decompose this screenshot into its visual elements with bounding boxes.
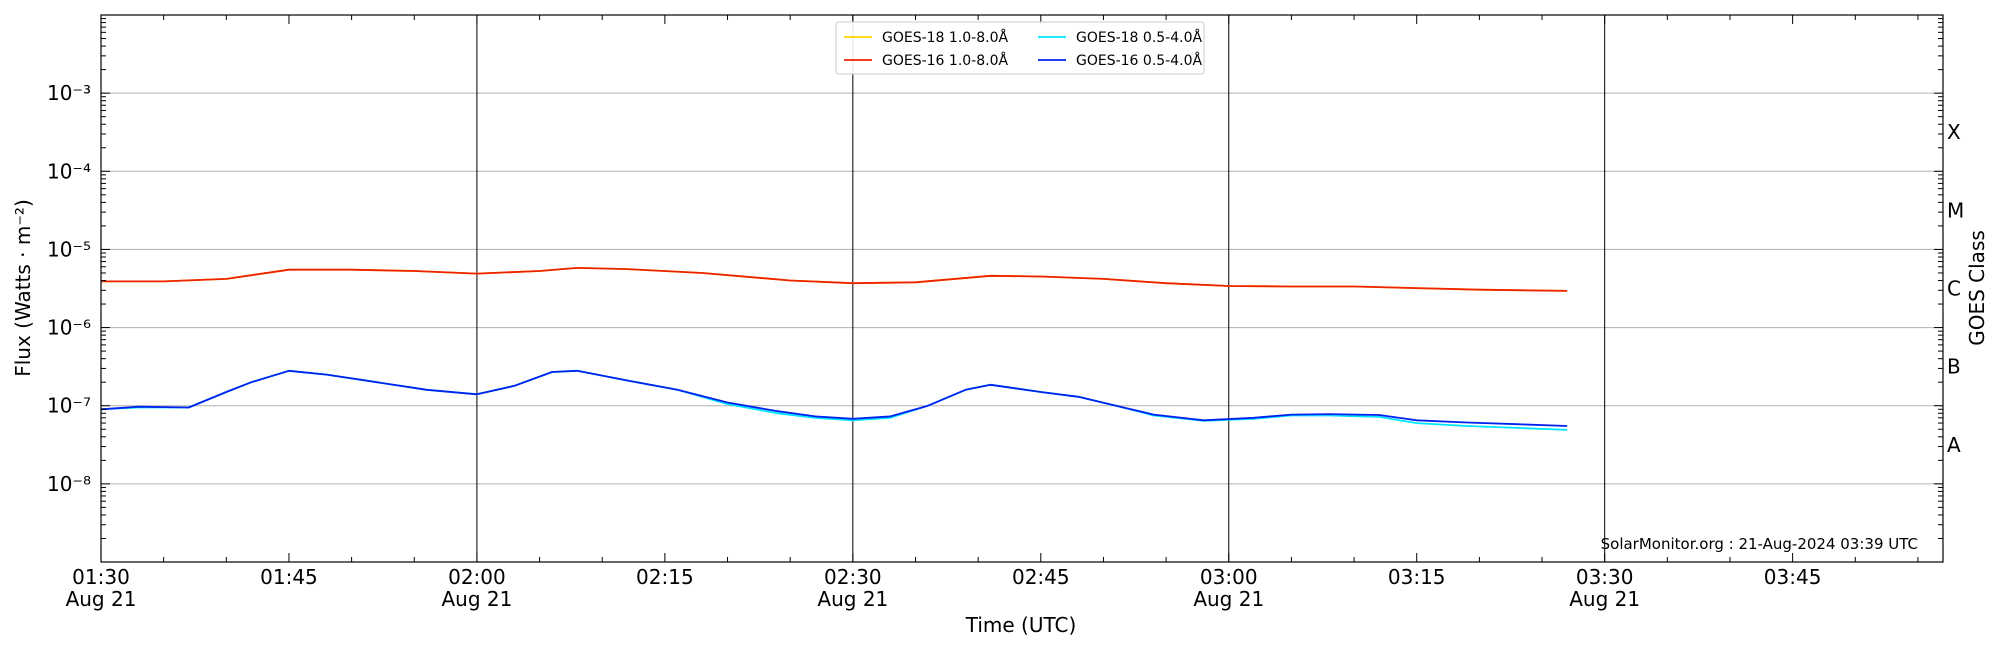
x-tick-label: 03:15 xyxy=(1388,565,1446,589)
grid-layer xyxy=(101,92,1943,485)
goes-class-label: A xyxy=(1947,433,1961,457)
legend-label: GOES-18 1.0-8.0Å xyxy=(882,29,1008,46)
x-axis-title: Time (UTC) xyxy=(965,613,1077,637)
goes-class-label: X xyxy=(1947,120,1961,144)
credit-annotation: SolarMonitor.org : 21-Aug-2024 03:39 UTC xyxy=(1601,535,1918,553)
y-tick-label: 10⁻⁵ xyxy=(47,237,91,261)
legend-label: GOES-16 1.0-8.0Å xyxy=(882,52,1008,69)
x-tick-label: 02:15 xyxy=(636,565,694,589)
x-tick-label: 02:00 xyxy=(448,565,506,589)
x-tick-date-label: Aug 21 xyxy=(1193,587,1264,611)
y-tick-label: 10⁻³ xyxy=(47,81,91,105)
y-tick-label: 10⁻⁴ xyxy=(47,159,91,183)
x-tick-label: 03:30 xyxy=(1576,565,1634,589)
y-tick-label: 10⁻⁶ xyxy=(47,316,91,340)
vertical-time-lines xyxy=(476,15,1606,562)
legend-items: GOES-18 1.0-8.0Å GOES-16 1.0-8.0Å GOES-18 … xyxy=(844,29,1202,69)
y-tick-labels: 10⁻⁸ 10⁻⁷ 10⁻⁶ 10⁻⁵ 10⁻⁴ 10⁻³ xyxy=(47,81,91,496)
tick-layer xyxy=(100,15,1943,563)
x-tick-label: 01:45 xyxy=(260,565,318,589)
goes-class-labels: A B C M X xyxy=(1947,120,1964,457)
x-tick-label: 03:45 xyxy=(1764,565,1822,589)
legend-box xyxy=(835,21,1205,75)
right-axis-title: GOES Class xyxy=(1965,230,1989,346)
x-tick-label: 03:00 xyxy=(1200,565,1258,589)
y-axis-title: Flux (Watts · m⁻²) xyxy=(11,199,35,377)
legend-label: GOES-18 0.5-4.0Å xyxy=(1076,29,1202,46)
y-tick-label: 10⁻⁸ xyxy=(47,472,91,496)
plot-frame xyxy=(100,14,1944,563)
x-tick-date-label: Aug 21 xyxy=(1569,587,1640,611)
legend-label: GOES-16 0.5-4.0Å xyxy=(1076,52,1202,69)
series-layer xyxy=(100,266,1568,431)
goes-class-label: M xyxy=(1947,198,1964,222)
goes-class-label: C xyxy=(1947,277,1961,301)
x-tick-label: 01:30 xyxy=(72,565,130,589)
x-tick-date-label: Aug 21 xyxy=(66,587,137,611)
legend: GOES-18 1.0-8.0Å GOES-16 1.0-8.0Å GOES-18 … xyxy=(835,21,1205,75)
x-tick-date-label: Aug 21 xyxy=(817,587,888,611)
x-tick-label: 02:30 xyxy=(824,565,882,589)
goes-class-label: B xyxy=(1947,355,1961,379)
series-line-2 xyxy=(101,266,1568,292)
y-tick-label: 10⁻⁷ xyxy=(47,394,91,418)
x-tick-label: 02:45 xyxy=(1012,565,1070,589)
series-line-3 xyxy=(100,369,1568,427)
x-tick-date-label: Aug 21 xyxy=(441,587,512,611)
